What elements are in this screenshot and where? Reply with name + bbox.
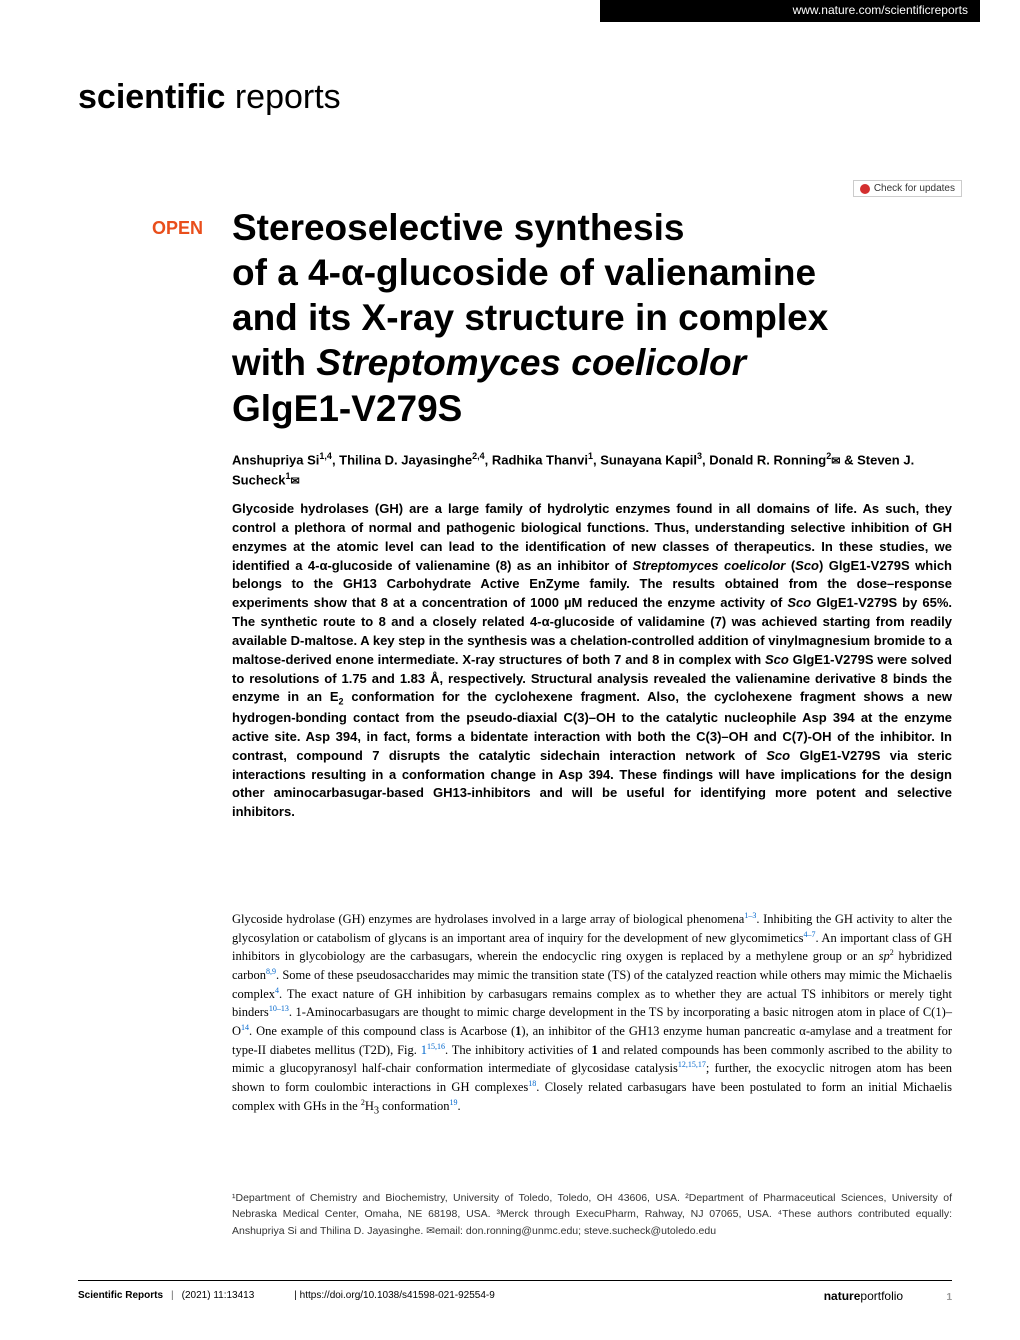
footer: Scientific Reports | (2021) 11:13413 | h…	[78, 1290, 952, 1301]
body-t1: Glycoside hydrolase (GH) enzymes are hyd…	[232, 912, 744, 926]
body-t16: .	[458, 1099, 461, 1113]
nature-portfolio-logo: natureportfolio 1	[824, 1289, 952, 1303]
ref-2[interactable]: 4–7	[804, 930, 816, 939]
abstract-i3: Sco	[787, 595, 811, 610]
ref-8[interactable]: 12,15,17	[678, 1060, 706, 1069]
journal-url: www.nature.com/scientificreports	[793, 3, 968, 17]
nature-bold: nature	[824, 1289, 861, 1303]
ref-6[interactable]: 14	[241, 1023, 249, 1032]
body-t14: H	[365, 1099, 374, 1113]
logo-light: reports	[225, 78, 340, 116]
page-number: 1	[946, 1292, 952, 1303]
check-updates-label: Check for updates	[874, 183, 955, 194]
open-access-badge: OPEN	[152, 218, 203, 239]
abstract-i4: Sco	[765, 652, 789, 667]
title-line-2: of a 4-α-glucoside of valienamine	[232, 252, 816, 293]
author-5: Donald R. Ronning	[709, 452, 826, 467]
ref-7[interactable]: 15,16	[427, 1042, 445, 1051]
title-line-1: Stereoselective synthesis	[232, 207, 684, 248]
title-line-3: and its X-ray structure in complex	[232, 297, 828, 338]
corr-icon-2: ✉	[291, 475, 300, 487]
ref-10[interactable]: 19	[450, 1098, 458, 1107]
journal-logo: scientific reports	[78, 78, 341, 117]
footer-doi: | https://doi.org/10.1038/s41598-021-925…	[294, 1290, 495, 1301]
title-line-4b: Streptomyces coelicolor	[316, 342, 746, 383]
footer-sep: |	[171, 1290, 174, 1301]
check-updates-button[interactable]: Check for updates	[853, 180, 962, 197]
author-1-sup: 1,4	[319, 451, 332, 461]
journal-url-bar: www.nature.com/scientificreports	[600, 0, 980, 22]
ampersand: &	[840, 452, 857, 467]
body-i1: sp	[879, 949, 890, 963]
ref-1[interactable]: 1–3	[744, 911, 756, 920]
abstract-i5: Sco	[766, 748, 790, 763]
author-2: Thilina D. Jayasinghe	[339, 452, 472, 467]
ref-3[interactable]: 8,9	[266, 967, 276, 976]
abstract: Glycoside hydrolases (GH) are a large fa…	[232, 500, 952, 822]
logo-bold: scientific	[78, 78, 225, 116]
abstract-t2: (	[785, 558, 795, 573]
abstract-i2: Sco	[795, 558, 819, 573]
body-t10: . The inhibitory activities of	[445, 1043, 592, 1057]
article-title: Stereoselective synthesis of a 4-α-gluco…	[232, 205, 952, 431]
author-1: Anshupriya Si	[232, 452, 319, 467]
body-paragraph-1: Glycoside hydrolase (GH) enzymes are hyd…	[232, 910, 952, 1119]
body-t15: conformation	[379, 1099, 449, 1113]
title-line-4a: with	[232, 342, 316, 383]
author-list: Anshupriya Si1,4, Thilina D. Jayasinghe2…	[232, 450, 952, 490]
nature-light: portfolio	[860, 1289, 903, 1303]
ref-5[interactable]: 10–13	[269, 1004, 289, 1013]
author-3-sup: 1	[588, 451, 593, 461]
affiliations: ¹Department of Chemistry and Biochemistr…	[232, 1190, 952, 1239]
body-t8: . One example of this compound class is …	[249, 1024, 515, 1038]
footer-journal: Scientific Reports	[78, 1290, 163, 1301]
author-4: Sunayana Kapil	[600, 452, 697, 467]
title-line-5: GlgE1-V279S	[232, 388, 462, 429]
author-2-sup: 2,4	[472, 451, 485, 461]
author-3: Radhika Thanvi	[492, 452, 588, 467]
author-4-sup: 3	[697, 451, 702, 461]
abstract-i1: Streptomyces coelicolor	[633, 558, 786, 573]
affiliations-text: ¹Department of Chemistry and Biochemistr…	[232, 1192, 952, 1237]
footer-divider	[78, 1280, 952, 1281]
footer-citation: (2021) 11:13413	[182, 1290, 255, 1301]
